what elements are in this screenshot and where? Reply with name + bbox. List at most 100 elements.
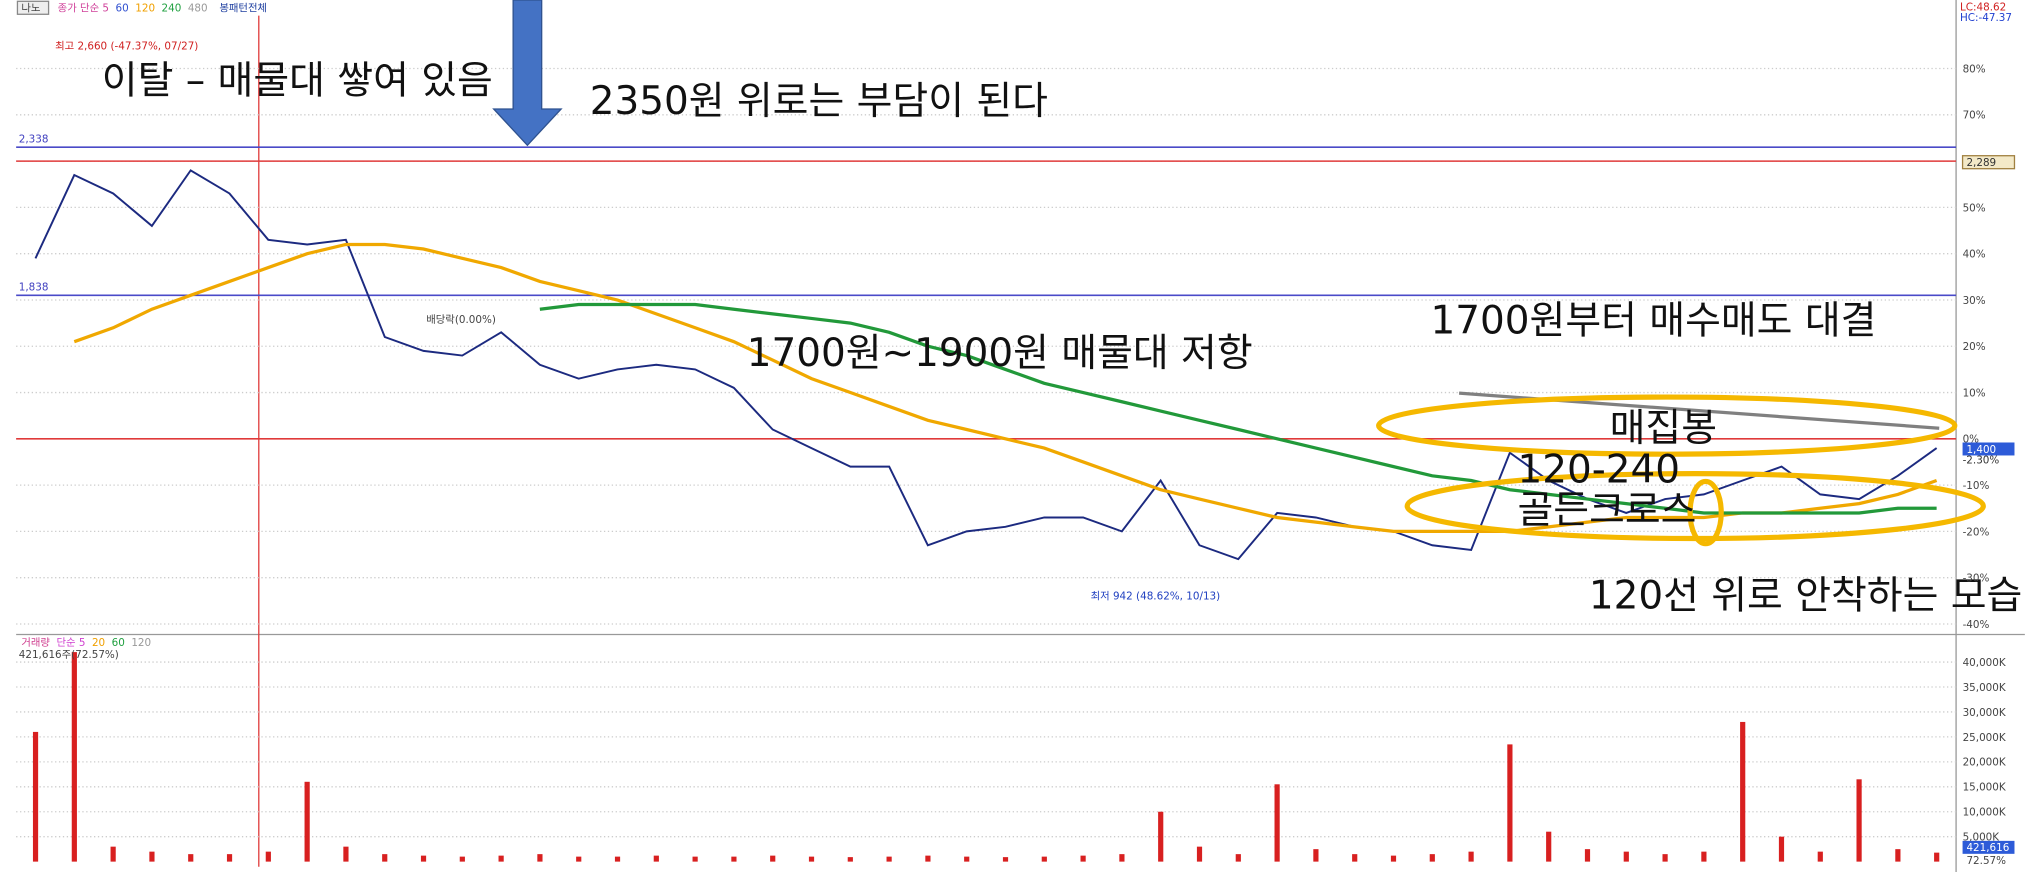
y-tick-label: 25,000K <box>1963 732 2007 744</box>
volume-bar <box>1701 851 1707 862</box>
volume-bar <box>71 652 77 862</box>
volume-tag: 421,616 <box>1966 842 2009 854</box>
volume-bar <box>537 854 543 862</box>
volume-bar <box>1468 851 1474 862</box>
volume-bar <box>1002 857 1009 862</box>
legend-item: 480 <box>188 3 208 15</box>
volume-bar <box>925 855 931 862</box>
volume-bar <box>1817 851 1823 862</box>
volume-bar <box>1080 855 1086 862</box>
volume-bar <box>420 855 427 862</box>
volume-bar <box>1119 854 1125 862</box>
volume-bar <box>343 846 349 862</box>
annotation: 1700원부터 매수매도 대결 <box>1431 298 1877 343</box>
chart-note: 최저 942 (48.62%, 10/13) <box>1091 591 1221 603</box>
volume-bar <box>226 854 233 862</box>
toolbar-mode[interactable]: 나노 <box>21 3 41 15</box>
y-tick-label: 15,000K <box>1963 782 2007 794</box>
volume-bar <box>382 854 388 862</box>
volume-bar <box>1778 836 1785 862</box>
background <box>16 0 2025 872</box>
volume-bar <box>1584 849 1591 862</box>
volume-bar <box>304 781 310 862</box>
price-tag: 2,289 <box>1966 157 1996 169</box>
volume-bar <box>1390 855 1397 862</box>
legend-item: 240 <box>162 3 182 15</box>
volume-bar <box>1313 849 1319 862</box>
y-tick-label: 35,000K <box>1963 682 2007 694</box>
volume-bar <box>1041 856 1047 862</box>
y-tick-label: 80% <box>1963 63 1986 75</box>
range-label: HC:-47.37 <box>1960 12 2012 24</box>
y-tick-label: 70% <box>1963 110 1986 122</box>
y-tick-label: -40% <box>1963 619 1990 631</box>
highlight-ellipse <box>1376 394 1958 457</box>
y-tick-label: 30,000K <box>1963 707 2007 719</box>
legend-item: 거래량 <box>21 637 50 649</box>
volume-bar <box>265 851 271 862</box>
legend-item: 단순 5 <box>56 637 85 649</box>
volume-bar <box>964 856 970 862</box>
volume-bar <box>498 855 504 862</box>
volume-bar <box>692 856 698 862</box>
y-tick-label: 20,000K <box>1963 757 2007 769</box>
y-tick-label: 40% <box>1963 249 1986 261</box>
volume-bar <box>110 846 116 862</box>
volume-bar <box>886 856 892 862</box>
y-tick-label: 10,000K <box>1963 807 2007 819</box>
price-tag: 1,838 <box>19 282 49 294</box>
volume-bar <box>149 851 155 862</box>
volume-bar <box>808 856 815 862</box>
chart-note: 최고 2,660 (-47.37%, 07/27) <box>55 40 198 52</box>
volume-bar <box>1662 854 1668 862</box>
volume-bar <box>576 856 582 862</box>
volume-caption: 421,616주(72.57%) <box>19 649 119 661</box>
annotation: 120선 위로 안착하는 모습 <box>1589 574 2023 619</box>
legend-item: 120 <box>135 3 155 15</box>
annotation: 골든크로스 <box>1517 488 1696 533</box>
volume-bar <box>1623 851 1629 862</box>
volume-bar <box>1235 854 1241 862</box>
annotation: 120-240 <box>1517 448 1680 493</box>
volume-bar <box>653 855 659 862</box>
annotation: 2350원 위로는 부담이 된다 <box>590 79 1048 124</box>
chart-note: 배당락(0.00%) <box>426 314 496 326</box>
annotation: 매집봉 <box>1610 406 1717 451</box>
down-arrow <box>492 0 563 147</box>
price-line <box>34 169 1938 561</box>
volume-tag: 72.57% <box>1966 855 2006 867</box>
volume-bar <box>731 856 737 862</box>
volume-bar <box>614 856 621 862</box>
volume-bar <box>1934 852 1940 862</box>
volume-bar <box>1429 854 1435 862</box>
legend-item: 60 <box>116 3 129 15</box>
volume-bar <box>459 856 465 862</box>
y-tick-label: 5,000K <box>1963 832 2001 844</box>
price-line <box>539 302 1937 515</box>
volume-bar <box>1546 831 1552 862</box>
volume-bar <box>1507 744 1513 862</box>
legend-item: 60 <box>112 637 125 649</box>
volume-bar <box>1856 779 1862 862</box>
volume-bar <box>188 854 194 862</box>
volume-bar <box>1274 784 1280 862</box>
volume-bar <box>1895 849 1901 862</box>
y-tick-label: 30% <box>1963 295 1986 307</box>
volume-bar <box>1158 811 1164 862</box>
y-tick-label: 10% <box>1963 387 1986 399</box>
price-tag-box <box>1962 442 2015 456</box>
toolbar-button[interactable] <box>16 0 50 15</box>
y-tick-label: 20% <box>1963 341 1986 353</box>
price-line <box>73 242 1938 533</box>
volume-bar <box>1352 854 1358 862</box>
price-tag-box <box>1961 155 2016 170</box>
volume-bar <box>1740 721 1746 862</box>
y-tick-label: 40,000K <box>1963 657 2007 669</box>
y-tick-label: -30% <box>1963 573 1990 585</box>
legend-item: 120 <box>131 637 151 649</box>
legend-item: 종가 단순 5 <box>58 3 109 15</box>
volume-bar <box>847 857 853 862</box>
y-tick-label: -10% <box>1963 480 1990 492</box>
